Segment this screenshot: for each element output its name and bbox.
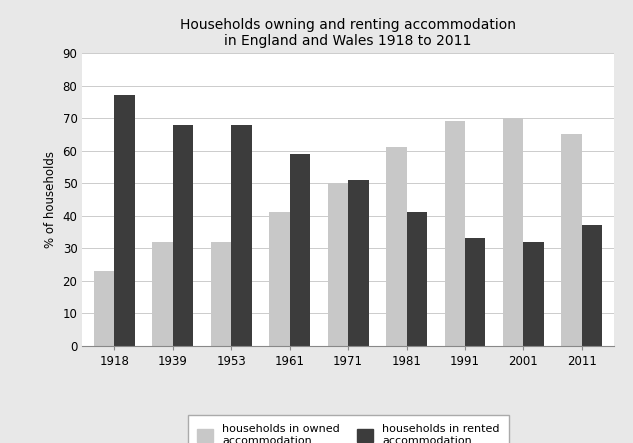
- Bar: [582, 225, 603, 346]
- Bar: [328, 183, 348, 346]
- Bar: [386, 148, 406, 346]
- Bar: [290, 154, 310, 346]
- Bar: [503, 118, 523, 346]
- Bar: [465, 238, 486, 346]
- Bar: [348, 180, 368, 346]
- Bar: [115, 95, 135, 346]
- Bar: [444, 121, 465, 346]
- Bar: [211, 241, 231, 346]
- Legend: households in owned
accommodation, households in rented
accommodation: households in owned accommodation, house…: [188, 416, 508, 443]
- Y-axis label: % of households: % of households: [44, 151, 57, 248]
- Bar: [231, 124, 252, 346]
- Bar: [153, 241, 173, 346]
- Bar: [561, 134, 582, 346]
- Title: Households owning and renting accommodation
in England and Wales 1918 to 2011: Households owning and renting accommodat…: [180, 18, 516, 48]
- Bar: [173, 124, 193, 346]
- Bar: [523, 241, 544, 346]
- Bar: [269, 212, 290, 346]
- Bar: [406, 212, 427, 346]
- Bar: [94, 271, 115, 346]
